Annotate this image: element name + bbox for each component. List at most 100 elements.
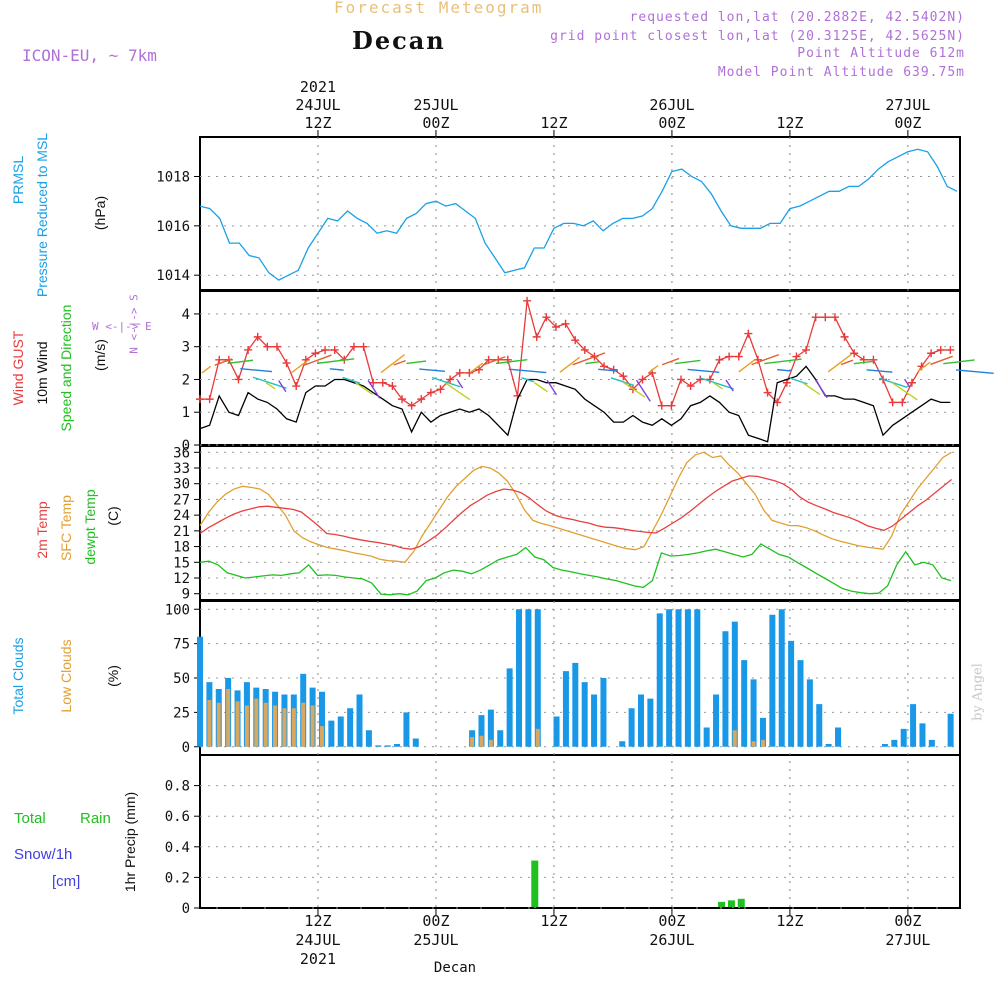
low-cloud-bar <box>291 708 296 747</box>
low-cloud-bar <box>732 730 737 747</box>
compass-we-label: W <-|-> E <box>92 320 152 333</box>
pressure-line <box>199 148 958 281</box>
precip-ytick-label: 0.6 <box>165 809 190 825</box>
precip-cm-label: [cm] <box>52 873 81 890</box>
wind-arrow <box>572 352 606 366</box>
gust-marker <box>946 345 955 354</box>
temperature-ytick-label: 15 <box>173 555 190 571</box>
total-cloud-bar <box>778 609 785 747</box>
gust-marker <box>571 336 580 345</box>
top-time-label: 27JUL <box>885 96 930 114</box>
wind-arrow <box>482 356 506 366</box>
low-cloud-bar <box>310 705 315 747</box>
wind-arrow <box>674 359 701 365</box>
total-cloud-bar <box>628 708 635 747</box>
bottom-time-label: 26JUL <box>649 931 694 949</box>
gust-marker <box>196 395 204 404</box>
gust-marker <box>638 375 647 384</box>
wind-ytick-label: 4 <box>182 307 190 323</box>
total-cloud-bar <box>534 609 541 747</box>
clouds-ytick-label: 0 <box>182 740 190 756</box>
top-time-label: 00Z <box>658 114 685 132</box>
total-cloud-bar <box>694 609 701 747</box>
precip-ytick-label: 0 <box>182 901 190 917</box>
wind-arrow <box>252 376 287 389</box>
requested-coords: requested lon,lat (20.2882E, 42.5402N) <box>629 10 965 25</box>
total-cloud-bar <box>769 614 776 747</box>
rain-bar <box>737 898 745 908</box>
temperature-ytick-label: 21 <box>173 524 190 540</box>
wind-ytick-label: 3 <box>182 340 190 356</box>
bottom-time-label: 12Z <box>776 912 803 930</box>
low-cloud-bar <box>751 741 756 747</box>
wind-arrow <box>853 360 874 365</box>
total-cloud-bar <box>619 741 626 747</box>
wind-arrow <box>764 358 802 365</box>
low-cloud-bar <box>244 705 249 747</box>
top-time-label: 25JUL <box>413 96 458 114</box>
wind-arrow <box>866 369 893 373</box>
gust-marker <box>609 365 618 374</box>
low-cloud-bar <box>488 739 493 747</box>
total-cloud-bar <box>356 694 363 747</box>
total-cloud-bar <box>806 679 813 747</box>
temperature-ytick-label: 9 <box>182 587 190 603</box>
gust-marker <box>523 296 532 305</box>
total-cloud-bar <box>337 716 344 747</box>
total-cloud-bar <box>891 739 898 747</box>
temperature-ytick-label: 18 <box>173 540 190 556</box>
total-cloud-bar <box>403 712 410 747</box>
wind-arrow <box>380 354 405 374</box>
gust-marker <box>446 375 455 384</box>
wind-arrow <box>789 377 808 385</box>
wind-arrow <box>725 379 734 392</box>
top-time-label: 12Z <box>304 114 331 132</box>
bottom-location-label: Decan <box>434 960 476 976</box>
total-cloud-bar <box>797 660 804 747</box>
total-cloud-bar <box>506 668 513 747</box>
temperature-ytick-label: 30 <box>173 477 190 493</box>
clouds-ytick-label: 100 <box>165 602 190 618</box>
gust-marker <box>436 385 445 394</box>
total-cloud-bar <box>394 744 401 747</box>
wind-arrow <box>342 376 361 384</box>
gust-marker <box>253 332 262 341</box>
wind-arrow <box>406 360 427 365</box>
wind-arrow <box>827 353 853 373</box>
top-time-label: 00Z <box>894 114 921 132</box>
gust-marker <box>821 313 830 322</box>
wind-arrow <box>533 382 548 393</box>
gust-marker <box>686 382 695 391</box>
wind-arrow <box>521 377 535 383</box>
gust-marker <box>927 349 936 358</box>
gust-marker <box>734 352 743 361</box>
bottom-time-label: 00Z <box>422 912 449 930</box>
gust-marker <box>407 401 416 410</box>
wind-arrow <box>546 379 558 396</box>
total-cloud-bar <box>553 716 560 747</box>
temperature-ytick-label: 24 <box>173 508 190 524</box>
gust-marker <box>465 368 474 377</box>
total-cloud-bar <box>600 678 607 747</box>
gust-marker <box>580 345 589 354</box>
top-time-label: 26JUL <box>649 96 694 114</box>
gust-marker <box>936 345 945 354</box>
total-cloud-bar <box>591 694 598 747</box>
wind-arrow <box>610 377 635 386</box>
gust-marker <box>830 313 839 322</box>
wind-arrow <box>700 377 735 390</box>
panel-frame-4 <box>199 754 961 909</box>
top-time-label: 12Z <box>776 114 803 132</box>
gust-marker <box>272 342 281 351</box>
location-title: Decan <box>352 26 446 55</box>
gust-marker <box>234 375 243 384</box>
wind-arrow <box>585 361 600 365</box>
low-cloud-bar <box>226 689 231 747</box>
gust-marker <box>811 313 820 322</box>
clouds-ytick-label: 75 <box>173 637 190 653</box>
wind-arrow <box>227 359 254 365</box>
gust-marker <box>888 398 897 407</box>
wind-arrow <box>648 364 659 373</box>
low-cloud-bar <box>273 705 278 747</box>
